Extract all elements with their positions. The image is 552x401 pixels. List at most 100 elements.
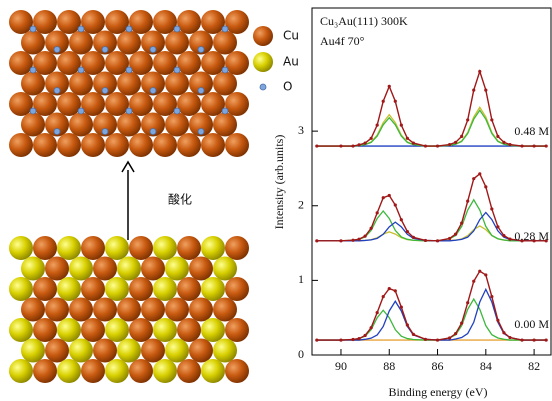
cu-atom [153, 133, 177, 157]
data-point [394, 100, 397, 103]
data-point [466, 301, 469, 304]
au-atom [21, 257, 45, 281]
o-atom [174, 108, 180, 114]
cu-atom [129, 359, 153, 383]
cu-atom [165, 113, 189, 137]
data-point [454, 233, 457, 236]
data-point [436, 144, 439, 147]
o-atom [222, 67, 228, 73]
fit-line [317, 271, 546, 340]
cu-atom [21, 72, 45, 96]
au-atom [165, 339, 189, 363]
x-tick-label: 90 [335, 359, 347, 373]
component-line [317, 289, 546, 340]
o-atom [78, 108, 84, 114]
au-atom [153, 236, 177, 260]
cu-atom [213, 298, 237, 322]
cu-atom [141, 339, 165, 363]
o-atom [174, 67, 180, 73]
cu-atom [105, 10, 129, 34]
chart-subtitle: Au4f 70° [320, 34, 365, 48]
data-point [351, 338, 354, 341]
cu-atom [177, 51, 201, 75]
au-atom [201, 359, 225, 383]
data-point [454, 141, 457, 144]
o-atom [126, 108, 132, 114]
data-point [448, 143, 451, 146]
cu-atom [129, 318, 153, 342]
x-tick-label: 88 [383, 359, 395, 373]
o-atom [174, 26, 180, 32]
data-point [533, 144, 536, 147]
data-point [382, 196, 385, 199]
data-point [370, 137, 373, 140]
data-point [351, 239, 354, 242]
cu-atom [33, 51, 57, 75]
au-atom [9, 318, 33, 342]
cu-atom [129, 277, 153, 301]
data-point [460, 221, 463, 224]
o-atom [198, 88, 204, 94]
data-point [502, 331, 505, 334]
data-point [382, 100, 385, 103]
y-tick-label: 2 [298, 198, 304, 212]
cu-atom [189, 298, 213, 322]
cu-atom [177, 318, 201, 342]
o-atom [126, 67, 132, 73]
data-point [484, 88, 487, 91]
cu-atom [141, 257, 165, 281]
data-point [520, 144, 523, 147]
o-atom [102, 129, 108, 135]
cu-atom [153, 92, 177, 116]
x-tick-label: 84 [480, 359, 492, 373]
data-point [376, 311, 379, 314]
cu-atom [45, 298, 69, 322]
legend-o-dot [260, 84, 266, 90]
cu-atom [81, 359, 105, 383]
au-atom [105, 236, 129, 260]
data-point [339, 144, 342, 147]
data-point [364, 141, 367, 144]
cu-atom [201, 10, 225, 34]
cu-atom [93, 298, 117, 322]
cu-atom [129, 51, 153, 75]
fit-line [317, 174, 546, 241]
cu-atom [21, 31, 45, 55]
au-atom [9, 236, 33, 260]
cu-atom [177, 92, 201, 116]
data-point [412, 141, 415, 144]
x-axis-label: Binding energy (eV) [388, 385, 487, 399]
o-atom [30, 26, 36, 32]
cu-atom [189, 257, 213, 281]
o-atom [150, 129, 156, 135]
cu-atom [165, 298, 189, 322]
au-atom [105, 318, 129, 342]
o-atom [54, 47, 60, 53]
cu-atom [177, 277, 201, 301]
cu-atom [57, 51, 81, 75]
cu-atom [225, 92, 249, 116]
component-line [317, 226, 546, 241]
cu-atom [9, 51, 33, 75]
cu-atom [225, 133, 249, 157]
x-tick-label: 82 [528, 359, 540, 373]
cu-atom [45, 257, 69, 281]
cu-atom [33, 277, 57, 301]
data-point [382, 295, 385, 298]
data-point [388, 194, 391, 197]
data-point [496, 319, 499, 322]
cu-atom [57, 10, 81, 34]
data-point [454, 332, 457, 335]
o-atom [78, 26, 84, 32]
data-point [406, 323, 409, 326]
au-atom [105, 277, 129, 301]
data-point [400, 305, 403, 308]
y-tick-label: 1 [298, 272, 304, 286]
cu-atom [33, 359, 57, 383]
o-atom [150, 88, 156, 94]
au-atom [201, 236, 225, 260]
data-point [472, 88, 475, 91]
data-point [466, 200, 469, 203]
cu-atom [129, 10, 153, 34]
cu-atom [225, 318, 249, 342]
